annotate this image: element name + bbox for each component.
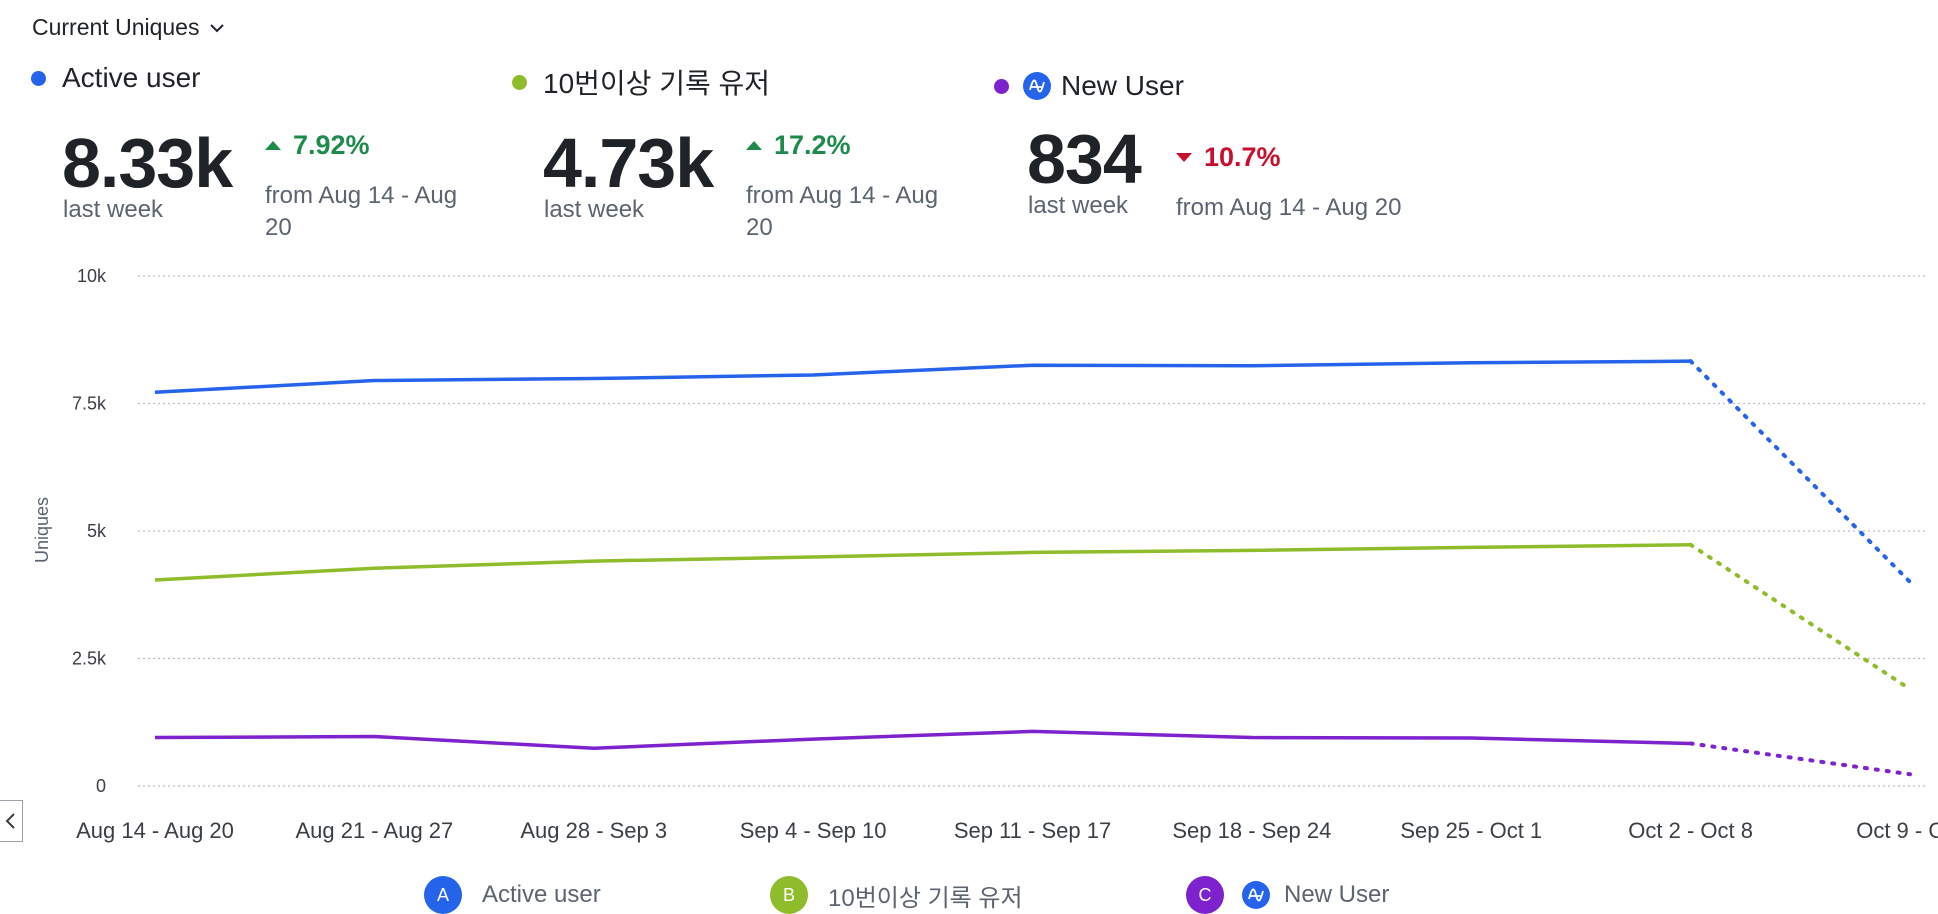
- card-a-change-value: 7.92%: [293, 130, 370, 160]
- y-tick-label: 2.5k: [72, 649, 107, 669]
- y-axis-ticks: 0 2.5k 5k 7.5k 10k: [72, 266, 107, 796]
- card-b-title: 10번이상 기록 유저: [543, 68, 771, 99]
- metric-selector-dropdown[interactable]: Current Uniques: [32, 14, 227, 41]
- card-a-from: from Aug 14 - Aug 20: [265, 182, 458, 241]
- chart-series: [154, 359, 1912, 777]
- legend-label-a: Active user: [482, 881, 601, 908]
- card-a-period: last week: [63, 196, 164, 223]
- card-a-title: Active user: [62, 62, 201, 93]
- series-line-a[interactable]: [154, 359, 1691, 395]
- y-tick-label: 10k: [77, 266, 107, 286]
- amplitude-icon: [1242, 881, 1270, 909]
- x-tick-label: Sep 4 - Sep 10: [740, 818, 887, 843]
- y-tick-label: 7.5k: [72, 394, 107, 414]
- x-tick-label: Aug 28 - Sep 3: [520, 818, 667, 843]
- y-axis-label: Uniques: [32, 497, 52, 563]
- legend-label-b: 10번이상 기록 유저: [828, 884, 1023, 912]
- card-c-header: New User: [994, 70, 1184, 102]
- x-tick-label: Sep 25 - Oct 1: [1400, 818, 1542, 843]
- chart-gridlines: [138, 275, 1925, 787]
- series-dot-10-records-user: [512, 74, 527, 90]
- collapse-panel-button[interactable]: [0, 800, 23, 842]
- legend-item-b[interactable]: B 10번이상 기록 유저: [770, 876, 1023, 914]
- triangle-down-icon: [1176, 153, 1192, 162]
- x-tick-label: Aug 21 - Aug 27: [295, 818, 453, 843]
- x-tick-label: Oct 2 - Oct 8: [1628, 818, 1753, 843]
- card-b-value: 4.73k: [543, 124, 714, 202]
- card-b-period: last week: [544, 196, 645, 223]
- card-c-change-value: 10.7%: [1204, 142, 1281, 172]
- x-axis-ticks: Aug 14 - Aug 20 Aug 21 - Aug 27 Aug 28 - S…: [76, 818, 1938, 843]
- y-tick-label: 0: [96, 776, 106, 796]
- card-b-change: 17.2%: [746, 130, 851, 161]
- x-tick-label: Sep 18 - Sep 24: [1172, 818, 1331, 843]
- legend-item-a[interactable]: A Active user: [424, 876, 601, 914]
- series-dot-active-user: [31, 70, 46, 86]
- series-incomplete-line-c[interactable]: [1688, 741, 1912, 777]
- chevron-left-icon: [5, 813, 15, 829]
- card-a-value: 8.33k: [62, 124, 233, 202]
- card-b-from: from Aug 14 - Aug 20: [746, 182, 939, 241]
- triangle-up-icon: [746, 141, 762, 150]
- legend-item-c[interactable]: C New User: [1186, 876, 1389, 914]
- card-a-header: Active user: [31, 62, 201, 94]
- card-b-header: 10번이상 기록 유저: [512, 62, 770, 102]
- line-chart: 0 2.5k 5k 7.5k 10k Aug 14 - Aug 20 Aug 21 - A…: [32, 266, 1938, 843]
- x-tick-label: Sep 11 - Sep 17: [954, 818, 1111, 843]
- x-tick-label: Aug 14 - Aug 20: [76, 818, 234, 843]
- card-c-title: New User: [1061, 70, 1184, 101]
- card-a-change: 7.92%: [265, 130, 370, 161]
- legend-badge-a: A: [424, 876, 462, 914]
- series-incomplete-line-a[interactable]: [1688, 359, 1912, 584]
- x-tick-label: Oct 9 - O...: [1856, 818, 1938, 843]
- series-line-c[interactable]: [154, 729, 1691, 751]
- card-c-from: from Aug 14 - Aug 20: [1176, 194, 1402, 221]
- series-dot-new-user: [994, 78, 1009, 94]
- amplitude-icon: [1023, 72, 1051, 100]
- legend-label-c: New User: [1284, 881, 1390, 908]
- legend-badge-c: C: [1186, 876, 1224, 914]
- metric-selector-label: Current Uniques: [32, 14, 200, 40]
- triangle-up-icon: [265, 141, 281, 150]
- series-line-b[interactable]: [154, 543, 1691, 582]
- series-incomplete-line-b[interactable]: [1688, 542, 1912, 692]
- legend-badge-b: B: [770, 876, 808, 914]
- y-tick-label: 5k: [87, 521, 107, 541]
- card-b-change-value: 17.2%: [774, 130, 851, 160]
- card-c-period: last week: [1028, 192, 1129, 219]
- chevron-down-icon: [210, 23, 225, 32]
- card-c-value: 834: [1027, 120, 1142, 198]
- card-c-change: 10.7%: [1176, 142, 1281, 173]
